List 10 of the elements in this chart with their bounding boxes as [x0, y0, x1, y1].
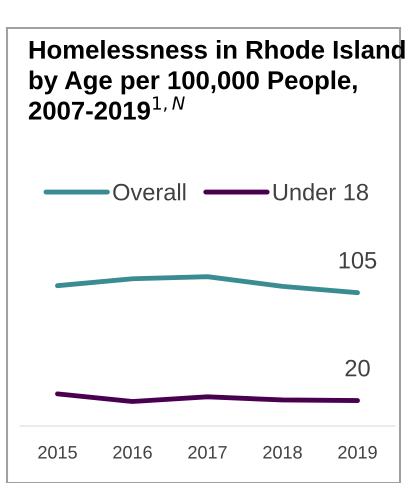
legend-label: Under 18 — [274, 183, 368, 201]
x-tick-label: 2017 — [188, 446, 227, 459]
x-tick-label: 2019 — [338, 446, 377, 459]
x-tick-label: 2018 — [263, 446, 302, 459]
legend-label: Overall — [113, 183, 186, 201]
data-label: 105 — [340, 252, 376, 269]
x-tick-label: 2016 — [113, 446, 152, 459]
x-tick-label: 2015 — [38, 446, 77, 459]
chart-title: Homelessness in Rhode Island by Age per 100,000 People, 2007-2019$^{1,N}$ — [28, 40, 405, 120]
data-label: 20 — [346, 360, 370, 376]
